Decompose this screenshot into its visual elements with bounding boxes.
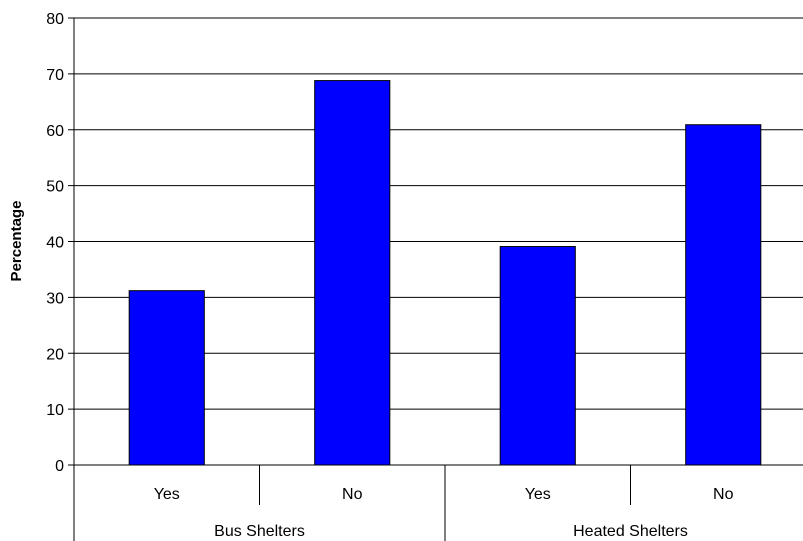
bars (128, 80, 762, 466)
y-tick-label: 10 (46, 402, 64, 419)
y-tick-label: 40 (46, 235, 64, 252)
axes (68, 17, 803, 541)
y-tick-label: 50 (46, 179, 64, 196)
y-tick-label: 30 (46, 290, 64, 307)
x-category-label: No (342, 486, 363, 503)
x-category-label: Yes (154, 486, 180, 503)
bar (128, 290, 205, 466)
bar (499, 246, 576, 466)
labels: 0 10 20 30 40 50 60 70 80 Yes No Yes No Bus Shelters H… (46, 11, 733, 540)
bar (314, 80, 391, 466)
y-tick-label: 0 (55, 458, 64, 475)
y-tick-label: 20 (46, 346, 64, 363)
y-tick-label: 60 (46, 123, 64, 140)
y-tick-label: 80 (46, 11, 64, 28)
x-group-label: Bus Shelters (214, 523, 305, 540)
x-group-label: Heated Shelters (573, 523, 688, 540)
bar (685, 124, 762, 466)
x-category-label: No (713, 486, 734, 503)
x-category-label: Yes (525, 486, 551, 503)
y-axis-title: Percentage (8, 201, 25, 282)
y-tick-label: 70 (46, 67, 64, 84)
